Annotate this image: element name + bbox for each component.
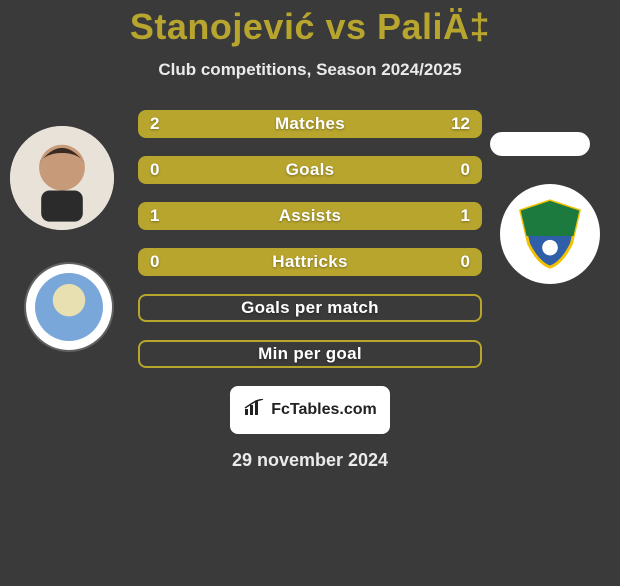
stat-value-left: 0 — [150, 252, 159, 272]
stat-value-right: 0 — [461, 252, 470, 272]
stat-bar: 0 Goals 0 — [138, 156, 482, 184]
stat-value-left: 1 — [150, 206, 159, 226]
stat-label: Matches — [275, 114, 345, 134]
stat-label: Goals per match — [241, 298, 379, 318]
stat-value-left: 0 — [150, 160, 159, 180]
stat-bar: 2 Matches 12 — [138, 110, 482, 138]
stat-bars: 2 Matches 12 0 Goals 0 1 Assists 1 0 Hattricks 0 Goa… — [138, 110, 482, 368]
stat-bar: 1 Assists 1 — [138, 202, 482, 230]
pill-placeholder-right — [490, 132, 590, 156]
stat-value-right: 0 — [461, 160, 470, 180]
stat-label: Assists — [279, 206, 342, 226]
subtitle: Club competitions, Season 2024/2025 — [0, 60, 620, 80]
branding-chart-icon — [243, 399, 265, 422]
stat-bar: Goals per match — [138, 294, 482, 322]
stat-label: Min per goal — [258, 344, 362, 364]
branding-text: FcTables.com — [271, 401, 377, 419]
stat-bar: 0 Hattricks 0 — [138, 248, 482, 276]
stat-value-right: 1 — [461, 206, 470, 226]
page-title: Stanojević vs PaliÄ‡ — [0, 6, 620, 48]
club-badge-right — [500, 184, 600, 284]
stat-value-right: 12 — [451, 114, 470, 134]
footer-date: 29 november 2024 — [0, 450, 620, 471]
club-badge-left — [26, 264, 112, 350]
stat-label: Hattricks — [272, 252, 347, 272]
stat-label: Goals — [286, 160, 335, 180]
stat-bar: Min per goal — [138, 340, 482, 368]
branding-badge: FcTables.com — [230, 386, 390, 434]
stat-value-left: 2 — [150, 114, 159, 134]
player-avatar-left — [10, 126, 114, 230]
